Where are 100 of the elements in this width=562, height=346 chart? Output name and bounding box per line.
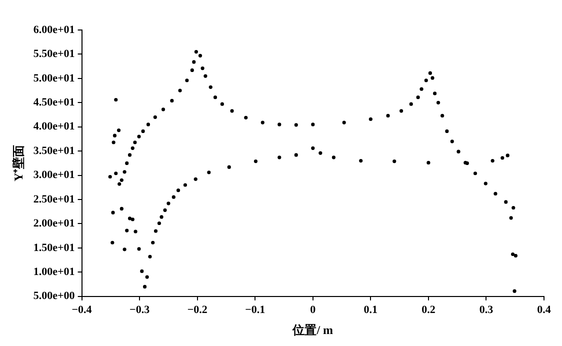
- y-tick-label: 5.00e+01: [33, 72, 75, 84]
- point: [137, 247, 141, 251]
- y-tick-label: 1.50e+01: [33, 242, 75, 254]
- point: [440, 114, 444, 118]
- point: [148, 254, 152, 258]
- point: [260, 120, 264, 124]
- point: [185, 78, 189, 82]
- point: [116, 128, 121, 132]
- point: [163, 208, 167, 212]
- point: [512, 206, 516, 210]
- point: [368, 117, 372, 121]
- point: [160, 215, 164, 219]
- point: [133, 140, 137, 144]
- point: [114, 98, 118, 102]
- point: [278, 156, 282, 160]
- y-tick-label: 4.00e+01: [33, 120, 75, 133]
- point: [392, 159, 396, 164]
- point: [428, 71, 432, 75]
- point: [426, 160, 430, 165]
- point: [254, 159, 258, 164]
- point: [399, 109, 404, 113]
- point: [436, 100, 440, 104]
- x-tick-label: 0.2: [422, 304, 436, 316]
- x-tick-label: −0.4: [72, 304, 92, 316]
- point: [430, 76, 434, 80]
- point: [161, 108, 166, 112]
- point: [134, 230, 138, 234]
- point: [445, 129, 449, 134]
- point: [490, 158, 494, 163]
- point: [166, 202, 170, 206]
- point: [122, 248, 126, 252]
- point: [108, 174, 112, 179]
- y-tick-label: 2.50e+01: [33, 193, 75, 206]
- point: [178, 88, 182, 92]
- point: [494, 192, 498, 196]
- point: [204, 74, 208, 78]
- y-tick-label: 5.00e+00: [33, 290, 76, 302]
- point: [145, 275, 149, 279]
- point: [332, 156, 336, 160]
- point: [473, 172, 478, 176]
- point: [128, 216, 132, 220]
- point: [130, 218, 134, 222]
- x-tick-label: −0.3: [130, 304, 150, 316]
- point: [512, 289, 516, 293]
- point: [154, 229, 158, 233]
- x-tick-label: −0.1: [245, 304, 266, 316]
- point: [420, 87, 424, 91]
- point: [176, 188, 180, 192]
- point: [111, 210, 115, 214]
- point: [244, 116, 248, 120]
- point: [125, 161, 129, 165]
- point: [151, 240, 155, 244]
- point: [194, 50, 198, 54]
- point: [118, 182, 122, 186]
- point: [514, 254, 518, 258]
- point: [450, 140, 454, 144]
- point: [278, 122, 282, 126]
- point: [120, 206, 124, 211]
- y-tick-label: 4.50e+01: [33, 96, 75, 108]
- point: [416, 96, 420, 100]
- point: [170, 98, 174, 103]
- point: [153, 115, 157, 119]
- point: [213, 96, 218, 100]
- point: [294, 153, 298, 157]
- point: [433, 92, 437, 96]
- y-tick-label: 5.50e+01: [33, 48, 75, 60]
- x-tick-label: 0: [310, 304, 316, 316]
- point: [200, 66, 204, 70]
- point: [208, 85, 212, 89]
- point: [114, 172, 118, 176]
- point: [112, 134, 117, 138]
- x-tick-label: −0.2: [187, 304, 208, 316]
- point: [207, 170, 211, 174]
- point: [157, 221, 162, 226]
- x-tick-label: 0.1: [364, 304, 378, 316]
- point: [500, 156, 504, 160]
- point: [456, 150, 460, 154]
- point: [509, 216, 513, 220]
- y-tick-label: 6.00e+01: [33, 24, 75, 36]
- point: [311, 146, 315, 150]
- point: [409, 102, 413, 106]
- point: [386, 114, 390, 118]
- point: [359, 158, 363, 163]
- y-axis-title: Y⁺壁面: [11, 144, 26, 182]
- point: [311, 122, 315, 126]
- point: [137, 134, 141, 138]
- y-tick-label: 3.50e+01: [33, 144, 75, 157]
- point: [172, 195, 176, 199]
- point: [227, 165, 231, 169]
- y-tick-label: 3.00e+01: [33, 169, 75, 182]
- point: [220, 102, 224, 106]
- point: [120, 178, 124, 182]
- x-tick-label: 0.3: [479, 304, 494, 316]
- point: [141, 129, 145, 134]
- point: [142, 284, 147, 289]
- point: [198, 54, 202, 58]
- point: [110, 240, 114, 244]
- point: [125, 228, 129, 232]
- point: [183, 183, 188, 187]
- point: [128, 153, 132, 157]
